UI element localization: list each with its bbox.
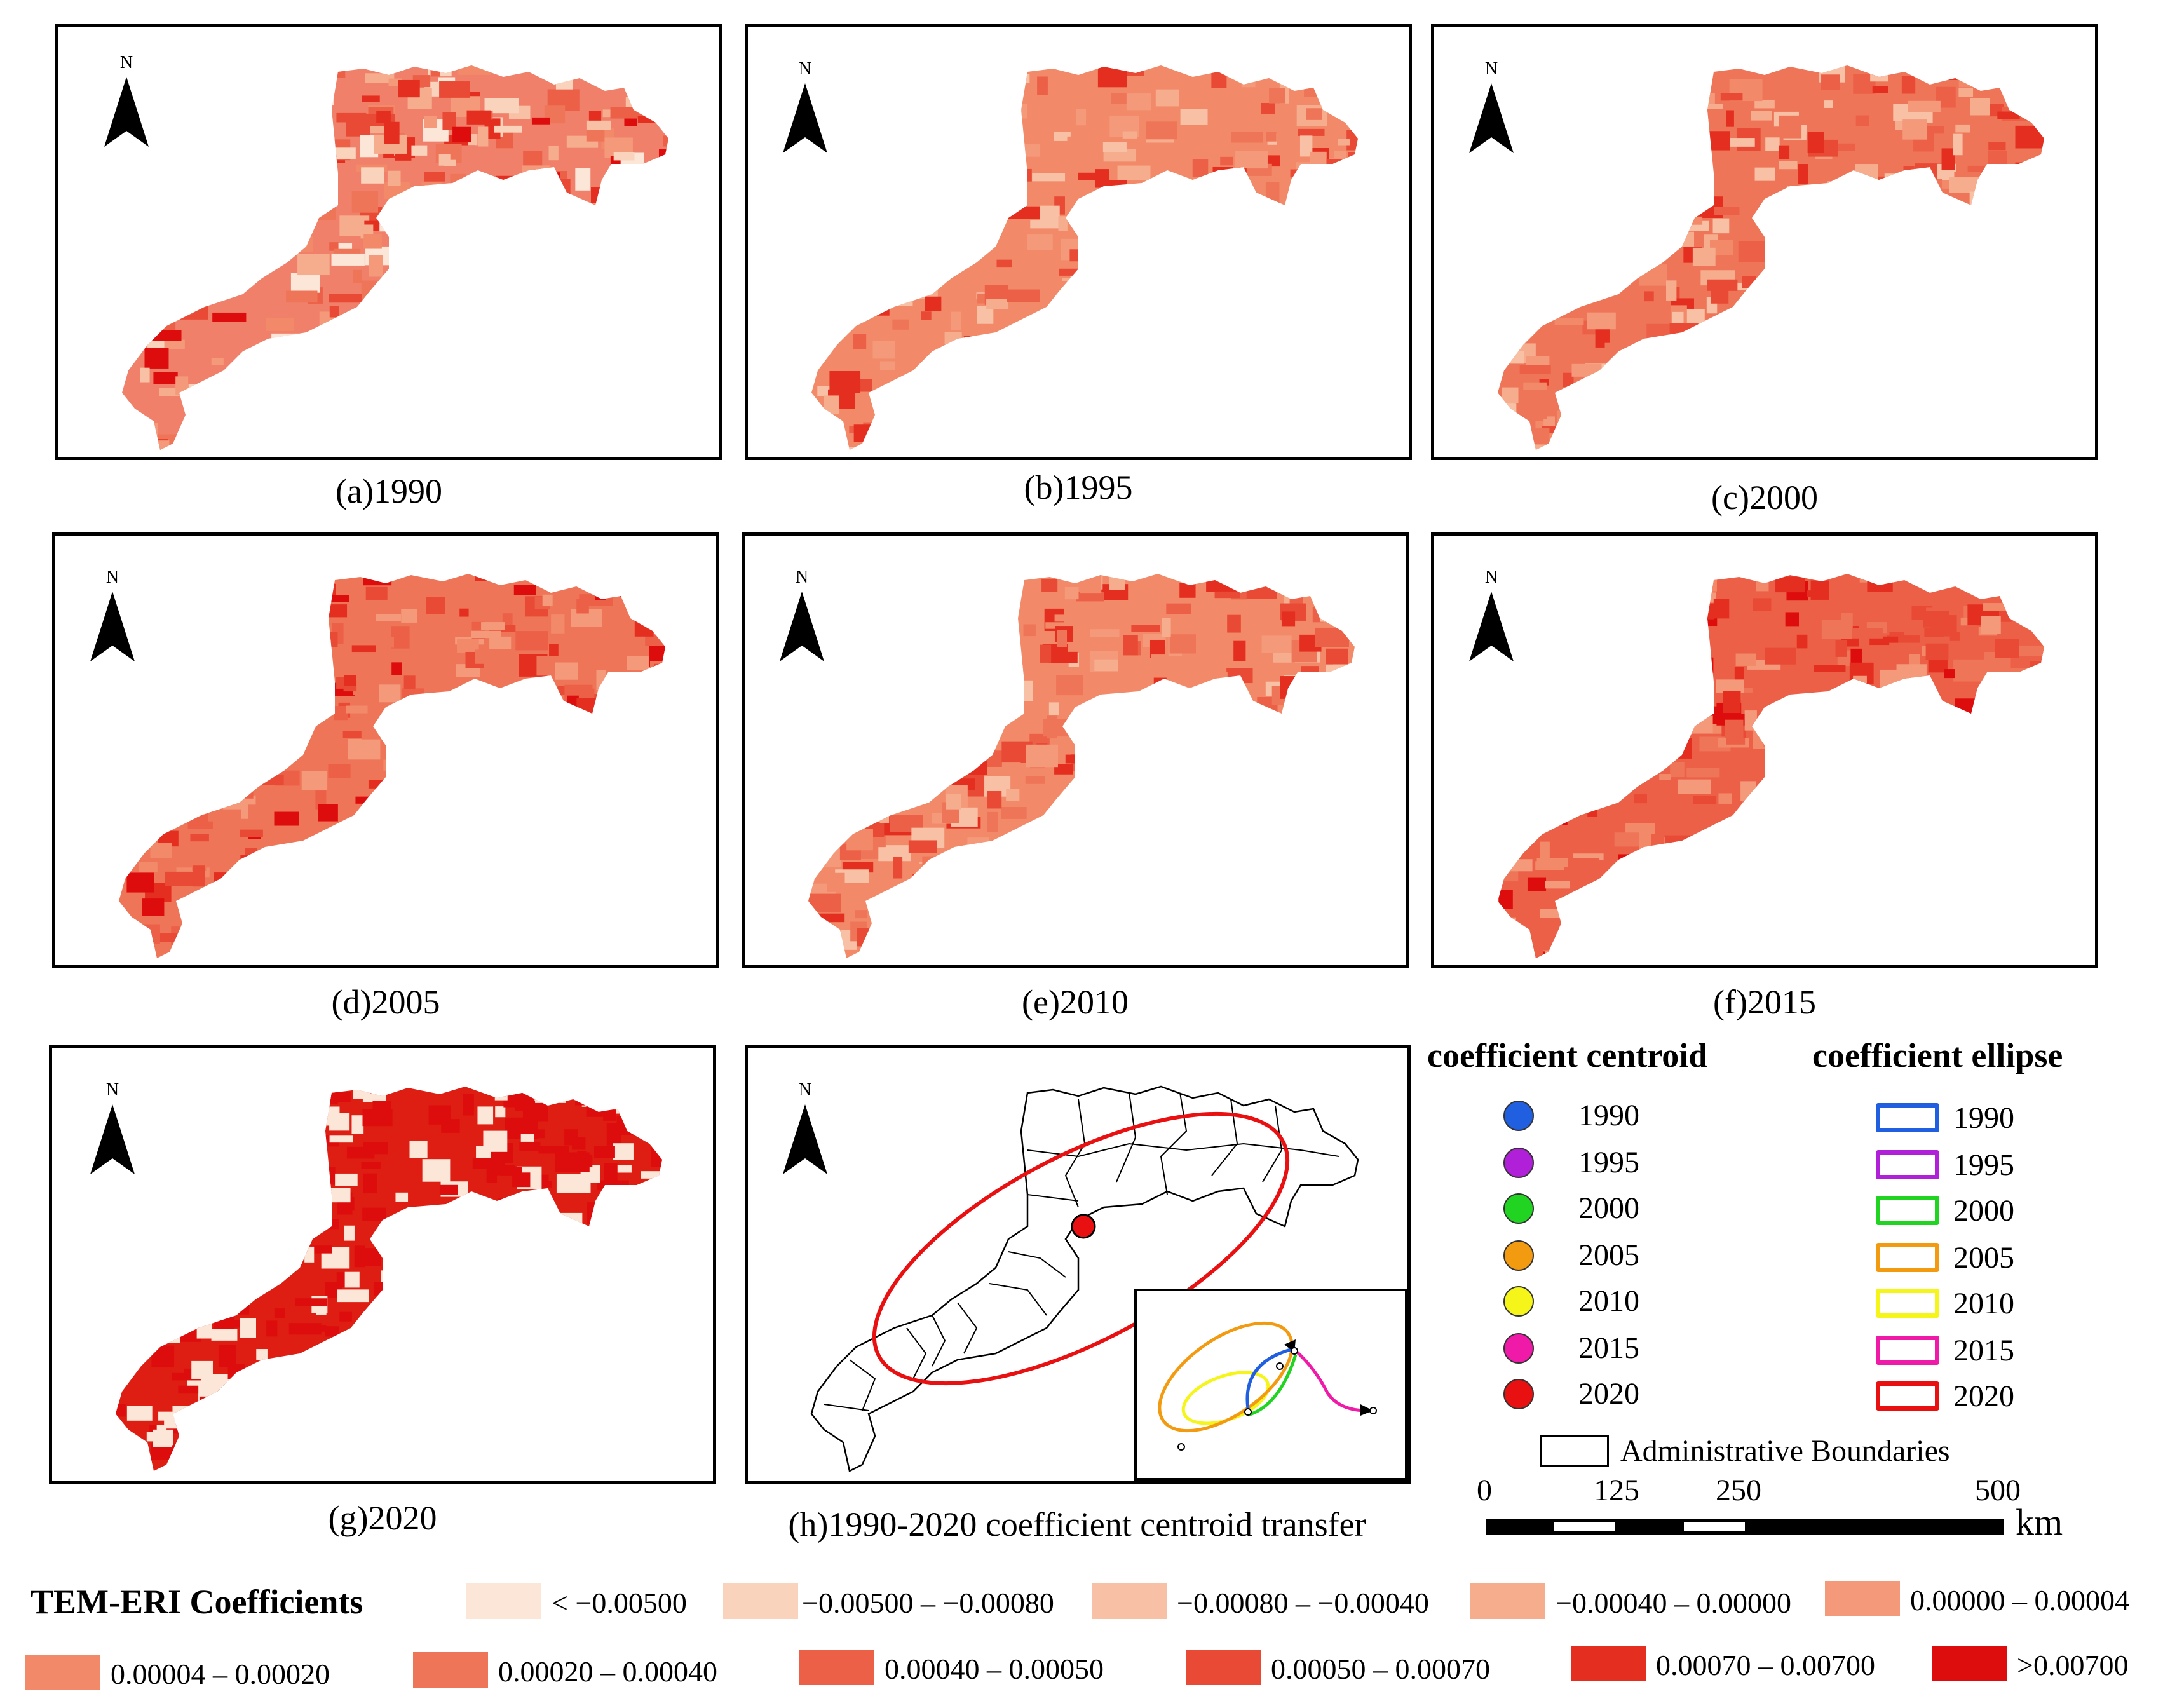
ellipse-year-label: 2005 [1953, 1241, 2014, 1275]
coefficient-swatch-1 [723, 1583, 798, 1619]
coefficient-centroid-marker [1071, 1214, 1096, 1239]
ellipse-swatch-3 [1876, 1243, 1939, 1272]
panel-caption-e: (e)2010 [1022, 983, 1129, 1021]
coefficient-class-label: −0.00080 – −0.00040 [1177, 1587, 1429, 1619]
ellipse-swatch-2 [1876, 1196, 1939, 1225]
ellipse-swatch-1 [1876, 1150, 1939, 1179]
panel-caption-b: (b)1995 [1024, 468, 1133, 506]
north-arrow-icon: N [90, 567, 135, 663]
centroid-swatch-3 [1503, 1240, 1534, 1271]
scale-tick-125: 125 [1594, 1474, 1639, 1507]
ellipse-swatch-0 [1876, 1103, 1939, 1132]
coefficient-class-label: −0.00500 – −0.00080 [802, 1587, 1054, 1619]
north-arrow-icon: N [1469, 59, 1514, 154]
north-arrow-icon: N [1469, 567, 1514, 663]
centroid-swatch-4 [1503, 1286, 1534, 1317]
ellipse-legend-title: coefficient ellipse [1812, 1036, 2063, 1074]
ellipse-year-label: 1990 [1953, 1101, 2014, 1135]
centroid-year-label: 2000 [1578, 1191, 1639, 1225]
centroid-swatch-5 [1503, 1333, 1534, 1364]
scale-tick-0: 0 [1477, 1474, 1492, 1507]
centroid-swatch-2 [1503, 1193, 1534, 1224]
coefficient-class-label: 0.00040 – 0.00050 [885, 1653, 1104, 1685]
admin-boundary-label: Administrative Boundaries [1620, 1434, 1950, 1468]
north-arrow-icon: N [104, 53, 149, 148]
centroid-year-label: 2020 [1578, 1377, 1639, 1411]
coefficient-class-label: 0.00050 – 0.00070 [1271, 1653, 1490, 1685]
region-map-2015 [1498, 574, 2044, 958]
coefficient-swatch-4 [1825, 1581, 1900, 1616]
scale-unit: km [2016, 1501, 2063, 1543]
coefficient-swatch-5 [25, 1655, 100, 1690]
region-map-2010 [808, 574, 1355, 958]
coefficient-class-label: < −0.00500 [552, 1587, 687, 1619]
map-panel-2010: N [742, 532, 1409, 968]
ellipse-year-label: 1995 [1953, 1148, 2014, 1182]
region-map-1995 [811, 65, 1358, 450]
ellipse-year-label: 2020 [1953, 1379, 2014, 1413]
map-panel-2020: N [49, 1045, 716, 1484]
panel-caption-h: (h)1990-2020 coefficient centroid transf… [788, 1505, 1366, 1543]
admin-boundary-swatch [1540, 1435, 1609, 1467]
panel-caption-a: (a)1990 [336, 472, 442, 510]
centroid-path-inset [1134, 1289, 1407, 1481]
centroid-swatch-0 [1503, 1101, 1534, 1131]
north-arrow-icon: N [783, 1080, 827, 1176]
admin-boundary-map [810, 1085, 1359, 1472]
map-panel-2015: N [1431, 532, 2098, 968]
map-panel-1995: N [745, 24, 1412, 460]
centroid-year-label: 2015 [1578, 1331, 1639, 1365]
coefficient-swatch-2 [1092, 1583, 1167, 1619]
coefficient-swatch-9 [1571, 1646, 1646, 1681]
coefficient-swatch-0 [466, 1583, 541, 1619]
coefficient-ellipse [872, 1111, 1290, 1386]
map-panel-2005: N [52, 532, 719, 968]
ellipse-year-label: 2010 [1953, 1287, 2014, 1320]
panel-caption-d: (d)2005 [331, 983, 440, 1021]
coefficient-class-label: −0.00040 – 0.00000 [1556, 1587, 1791, 1619]
north-arrow-icon: N [780, 567, 824, 663]
centroid-trajectory [1158, 1321, 1377, 1451]
centroid-year-label: 2010 [1578, 1284, 1639, 1318]
ellipse-swatch-5 [1876, 1336, 1939, 1365]
map-panel-2000: N [1431, 24, 2098, 460]
centroid-swatch-1 [1503, 1148, 1534, 1178]
centroid-year-label: 1995 [1578, 1146, 1639, 1179]
map-panel-1990: N [55, 24, 722, 460]
scale-tick-500: 500 [1975, 1474, 2021, 1507]
coefficient-swatch-7 [799, 1650, 874, 1685]
coefficient-class-label: 0.00070 – 0.00700 [1656, 1649, 1875, 1681]
coefficient-legend-title: TEM-ERI Coefficients [31, 1583, 363, 1621]
ellipse-year-label: 2015 [1953, 1334, 2014, 1367]
scale-tick-250: 250 [1716, 1474, 1761, 1507]
coefficient-swatch-3 [1470, 1583, 1545, 1619]
panel-caption-g: (g)2020 [328, 1499, 437, 1537]
coefficient-class-label: 0.00020 – 0.00040 [498, 1655, 717, 1688]
ellipse-swatch-6 [1876, 1381, 1939, 1411]
ellipse-year-label: 2000 [1953, 1194, 2014, 1228]
region-map-2020 [116, 1087, 662, 1471]
north-arrow-icon: N [783, 59, 827, 154]
region-map-1990 [122, 65, 668, 450]
centroid-year-label: 2005 [1578, 1238, 1639, 1272]
ellipse-swatch-4 [1876, 1289, 1939, 1318]
panel-caption-f: (f)2015 [1713, 983, 1816, 1021]
admin-boundaries [824, 1092, 1339, 1411]
map-panel-centroid-transfer: N [745, 1045, 1411, 1484]
coefficient-swatch-8 [1186, 1650, 1261, 1685]
coefficient-class-label: 0.00000 – 0.00004 [1910, 1584, 2129, 1616]
centroid-legend-title: coefficient centroid [1427, 1036, 1708, 1074]
coefficient-class-label: 0.00004 – 0.00020 [111, 1658, 330, 1690]
coefficient-swatch-6 [413, 1652, 488, 1688]
region-map-2000 [1498, 65, 2044, 450]
north-arrow-icon: N [90, 1080, 135, 1176]
centroid-swatch-6 [1503, 1379, 1534, 1409]
coefficient-swatch-10 [1932, 1646, 2007, 1681]
region-map-2005 [119, 574, 665, 958]
coefficient-class-label: >0.00700 [2017, 1649, 2129, 1681]
centroid-year-label: 1990 [1578, 1099, 1639, 1132]
panel-caption-c: (c)2000 [1711, 478, 1818, 517]
